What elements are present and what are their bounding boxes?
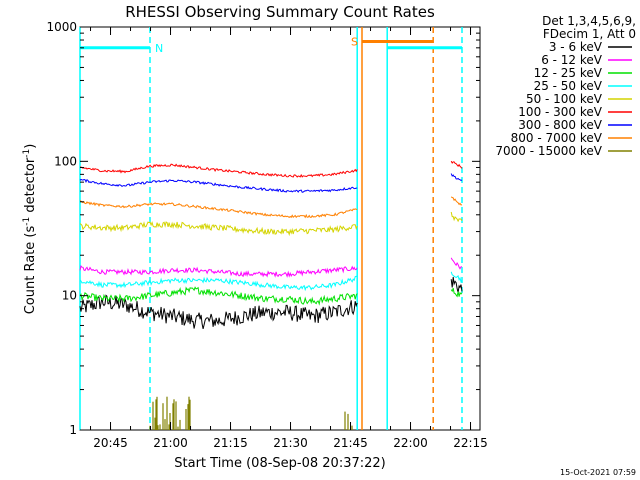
x-tick-label: 22:15: [453, 436, 488, 450]
x-axis-label: Start Time (08-Sep-08 20:37:22): [174, 456, 385, 471]
x-axis: 20:45 21:00 21:15 21:30 21:45 22:00 22:15: [90, 27, 488, 450]
series-line: [79, 178, 358, 193]
series-line: [450, 211, 463, 223]
legend-entry-label: 800 - 7000 keV: [511, 131, 603, 145]
series-line: [79, 163, 358, 178]
flag-label: S: [351, 35, 358, 48]
flag-label: N: [155, 42, 163, 55]
series-line: [450, 276, 463, 293]
y-axis-label: Count Rate (s-1 detector-1): [22, 144, 38, 315]
x-tick-label: 21:15: [213, 436, 248, 450]
series-line: [450, 271, 463, 284]
x-tick-label: 21:30: [273, 436, 308, 450]
x-tick-label: 21:45: [333, 436, 368, 450]
y-axis-label-sup2: -1: [22, 149, 32, 158]
y-tick-label: 1000: [46, 20, 77, 34]
series-line: [79, 221, 358, 237]
series-line: [79, 265, 358, 278]
plot-frame: [79, 26, 481, 431]
chart-title: RHESSI Observing Summary Count Rates: [125, 3, 435, 21]
y-axis-label-sup1: -1: [22, 217, 32, 226]
series-line: [79, 200, 358, 219]
y-tick-label: 10: [62, 289, 77, 303]
series-line: [79, 275, 358, 292]
legend-entry-label: 3 - 6 keV: [549, 40, 603, 54]
series-line: [79, 294, 358, 330]
legend: Det 1,3,4,5,6,9,FDecim 1, Att 03 - 6 keV…: [495, 14, 636, 158]
y-tick-label: 1: [69, 423, 77, 437]
series-line: [450, 173, 463, 181]
legend-header: FDecim 1, Att 0: [543, 27, 636, 41]
legend-entry-label: 6 - 12 keV: [541, 53, 603, 67]
legend-entry-label: 12 - 25 keV: [534, 66, 603, 80]
legend-entry-label: 25 - 50 keV: [534, 79, 603, 93]
timestamp: 15-Oct-2021 07:59: [560, 468, 636, 477]
x-tick-label: 22:00: [393, 436, 428, 450]
series-line: [79, 286, 358, 306]
series-line: [450, 287, 463, 298]
y-axis: 1 10 100 1000: [46, 20, 480, 437]
y-tick-label: 100: [54, 154, 77, 168]
x-tick-label: 20:45: [93, 436, 128, 450]
series-line: [450, 257, 463, 270]
annotation-layer: [79, 27, 463, 430]
series-line: [450, 160, 463, 169]
legend-entry-label: 300 - 800 keV: [518, 118, 602, 132]
y-axis-label-end: ): [23, 144, 38, 149]
x-tick-label: 21:00: [153, 436, 188, 450]
legend-header: Det 1,3,4,5,6,9,: [542, 14, 636, 28]
legend-entry-label: 100 - 300 keV: [518, 105, 602, 119]
legend-entry-label: 7000 - 15000 keV: [495, 144, 602, 158]
legend-entry-label: 50 - 100 keV: [526, 92, 603, 106]
y-axis-label-main: Count Rate (s: [23, 226, 38, 315]
series-layer: [79, 160, 463, 430]
y-axis-label-mid: detector: [23, 157, 38, 217]
series-line: [450, 196, 463, 206]
